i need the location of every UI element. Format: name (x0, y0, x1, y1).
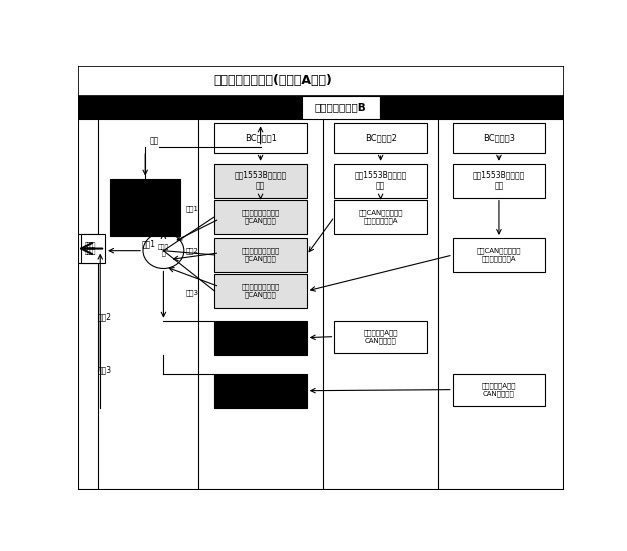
Text: 广播: 广播 (149, 136, 159, 145)
Text: BC控制器1: BC控制器1 (245, 134, 277, 143)
Text: 向控制单元A发送
CAN心跳信号: 向控制单元A发送 CAN心跳信号 (364, 329, 398, 344)
Text: 被数控制单元功能发
射CAN信号令: 被数控制单元功能发 射CAN信号令 (241, 209, 280, 224)
Text: 通过CAN总线将指令
转发给控制单元A: 通过CAN总线将指令 转发给控制单元A (477, 247, 521, 262)
Text: 状态3: 状态3 (98, 365, 112, 374)
Text: 指令2: 指令2 (186, 247, 199, 254)
Bar (380, 96, 564, 119)
Text: BC控制器3: BC控制器3 (483, 134, 515, 143)
Bar (334, 164, 427, 198)
Bar (453, 374, 545, 406)
Bar (78, 66, 564, 96)
Bar (214, 238, 307, 272)
Bar (334, 321, 427, 353)
Bar (78, 234, 98, 263)
Bar (334, 123, 427, 153)
Bar (214, 164, 307, 198)
Bar (78, 96, 302, 119)
Text: 接收1553B总线控制
指令: 接收1553B总线控制 指令 (354, 171, 407, 191)
Bar (214, 123, 307, 153)
Bar (214, 374, 307, 408)
Text: 状态2: 状态2 (98, 312, 112, 321)
Bar (302, 96, 380, 119)
Bar (453, 164, 545, 198)
Bar (453, 238, 545, 272)
Text: 通过CAN总线将指令
转发给控制单元A: 通过CAN总线将指令 转发给控制单元A (359, 209, 403, 224)
Text: 接收1553B总线控制
指令: 接收1553B总线控制 指令 (234, 171, 287, 191)
Bar (81, 234, 105, 263)
Bar (214, 200, 307, 234)
Text: 三取二控制时序图(以单元A为例): 三取二控制时序图(以单元A为例) (213, 74, 332, 88)
Text: 状态
输出: 状态 输出 (85, 242, 92, 255)
Text: 指令3: 指令3 (186, 290, 199, 296)
Bar (110, 179, 181, 236)
Text: 被数控制单元功能发
射CAN信号令: 被数控制单元功能发 射CAN信号令 (241, 247, 280, 262)
Text: 向控制单元A发送
CAN心跳信号: 向控制单元A发送 CAN心跳信号 (482, 382, 516, 397)
Bar (214, 274, 307, 308)
Text: 仲裁处
理: 仲裁处 理 (158, 245, 169, 257)
Text: BC控制器2: BC控制器2 (365, 134, 396, 143)
Text: 状态
输出: 状态 输出 (89, 242, 97, 255)
Text: 接收1553B总线控制
指令: 接收1553B总线控制 指令 (473, 171, 525, 191)
Bar (214, 321, 307, 355)
Text: 指令1: 指令1 (186, 205, 199, 212)
Text: 状态1: 状态1 (142, 240, 155, 249)
Bar (334, 200, 427, 234)
Bar (453, 123, 545, 153)
Text: 航天器控制单元B: 航天器控制单元B (315, 102, 367, 112)
Text: 被数控制单元功能发
射CAN信号令: 被数控制单元功能发 射CAN信号令 (241, 284, 280, 298)
